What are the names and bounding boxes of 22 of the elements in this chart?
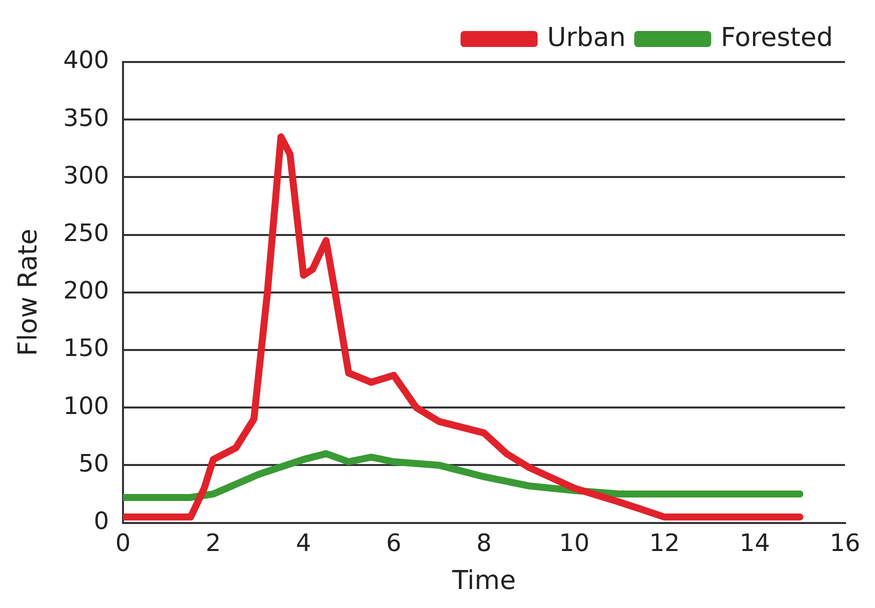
x-tick-label: 12 — [649, 529, 680, 558]
y-tick-label: 350 — [63, 104, 110, 132]
y-tick-label: 400 — [63, 46, 110, 74]
y-axis-title: Flow Rate — [13, 228, 44, 356]
y-tick-label: 100 — [63, 392, 110, 420]
x-tick-label: 8 — [476, 529, 492, 558]
x-tick-label: 10 — [558, 529, 590, 558]
y-tick-label: 300 — [63, 161, 110, 190]
x-tick-label: 0 — [115, 529, 131, 558]
x-tick-label: 6 — [386, 529, 402, 558]
y-tick-label: 50 — [78, 449, 110, 478]
x-tick-label: 14 — [739, 529, 770, 558]
y-tick-label: 0 — [94, 507, 110, 536]
x-tick-label: 2 — [206, 529, 221, 558]
y-tick-label: 250 — [63, 219, 110, 248]
x-axis-title: Time — [451, 566, 516, 596]
x-tick-label: 4 — [296, 529, 312, 558]
y-tick-label: 150 — [63, 334, 110, 362]
legend-label: Urban — [547, 22, 626, 53]
legend-label: Forested — [720, 22, 834, 53]
x-tick-label: 16 — [830, 529, 860, 558]
y-tick-label: 200 — [63, 276, 110, 305]
